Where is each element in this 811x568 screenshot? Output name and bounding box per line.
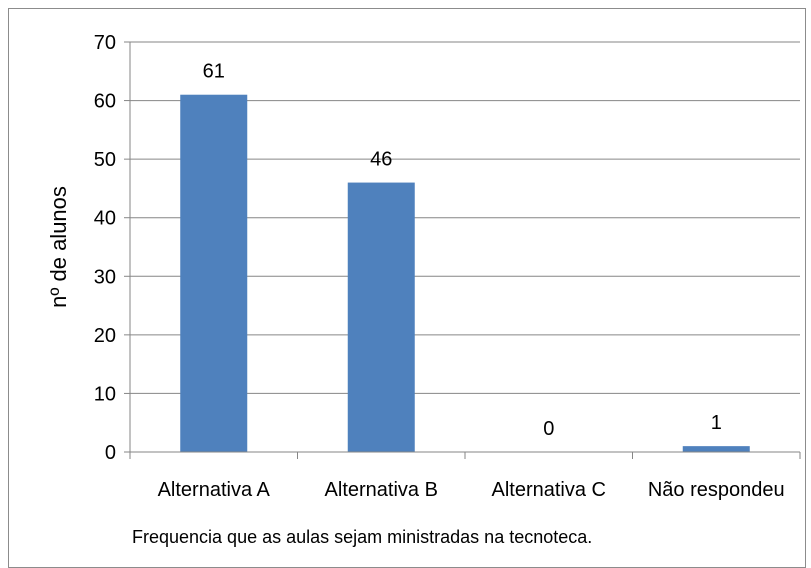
y-tick-label: 0 xyxy=(105,442,116,464)
y-tick-label: 10 xyxy=(94,383,116,405)
data-label: 1 xyxy=(711,412,722,434)
data-labels: 61 46 0 1 xyxy=(203,61,722,440)
x-category-label: Alternativa C xyxy=(492,479,607,501)
x-axis-categories: Alternativa A Alternativa B Alternativa C N… xyxy=(129,452,801,501)
chart-caption: Frequencia que as aulas sejam ministrada… xyxy=(132,527,592,547)
y-tick-label: 30 xyxy=(94,266,116,288)
data-label: 46 xyxy=(370,149,392,171)
y-tick-label: 20 xyxy=(94,325,116,347)
x-category-label: Não respondeu xyxy=(648,479,785,501)
bar xyxy=(180,94,248,452)
y-axis-label: nº de alunos xyxy=(46,186,71,308)
data-label: 61 xyxy=(203,61,225,83)
y-tick-label: 60 xyxy=(94,91,116,113)
x-category-label: Alternativa B xyxy=(325,479,438,501)
y-tick-label: 40 xyxy=(94,208,116,230)
data-label: 0 xyxy=(543,418,554,440)
bar xyxy=(347,182,415,453)
y-axis-ticks: 0 10 20 30 40 50 60 70 xyxy=(94,32,130,464)
y-tick-label: 50 xyxy=(94,149,116,171)
bars xyxy=(180,94,750,453)
x-category-label: Alternativa A xyxy=(158,479,271,501)
bar xyxy=(682,446,750,452)
y-tick-label: 70 xyxy=(94,32,116,54)
